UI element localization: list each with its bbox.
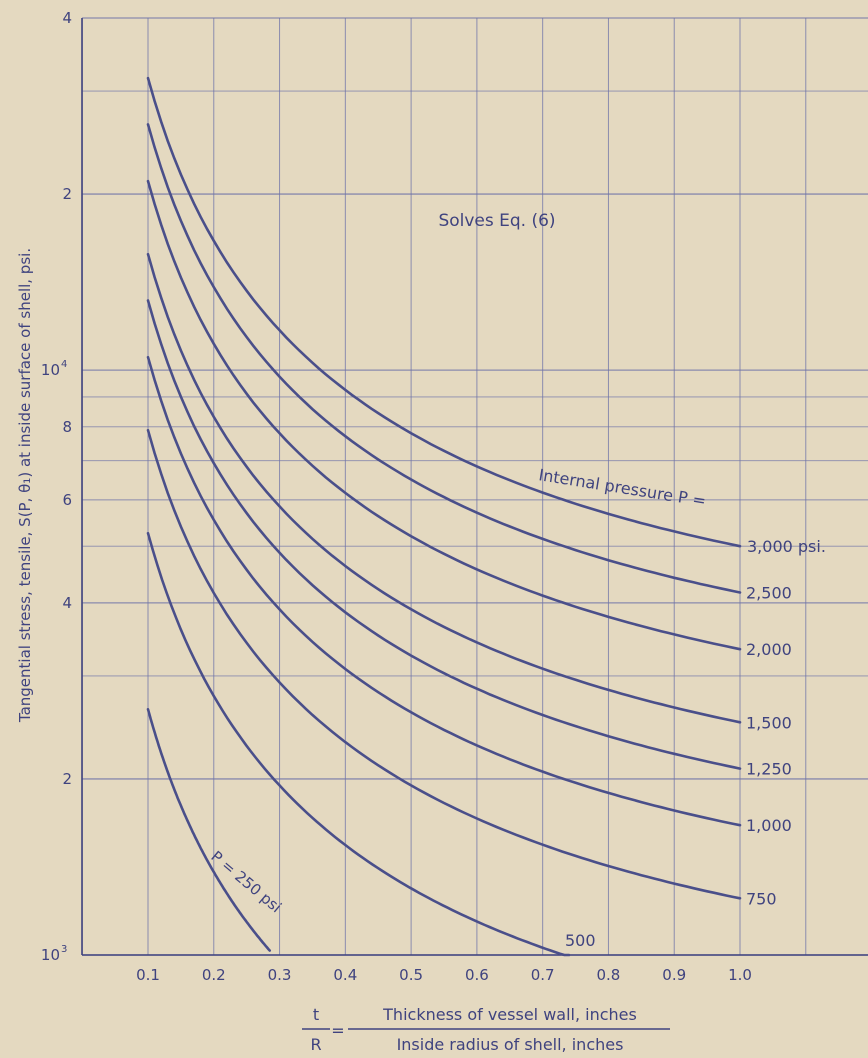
- series-line: [146, 428, 742, 900]
- annotation: Solves Eq. (6): [438, 211, 555, 231]
- series-label-prefix: Internal pressure P =: [537, 465, 707, 510]
- y-tick-label: 4: [62, 9, 72, 27]
- series-line: [146, 252, 742, 724]
- series-label: 1,000: [746, 816, 792, 835]
- x-tick-label: 0.4: [333, 966, 357, 984]
- x-label-numerator: Thickness of vessel wall, inches: [382, 1005, 637, 1024]
- x-tick-label: 0.9: [662, 966, 686, 984]
- series-label: 1,250: [746, 760, 792, 779]
- y-tick-label: 2: [62, 770, 72, 788]
- series-line: [146, 179, 742, 651]
- x-tick-label: 0.8: [597, 966, 621, 984]
- series-line: [146, 76, 742, 548]
- y-tick-label: 8: [62, 418, 72, 436]
- y-tick-exponent: 4: [61, 359, 67, 370]
- x-label-symbol-denominator: R: [310, 1035, 321, 1054]
- series-line: [146, 123, 742, 594]
- x-tick-label: 1.0: [728, 966, 752, 984]
- x-label-symbol-numerator: t: [313, 1005, 319, 1024]
- y-tick-label: 4: [62, 594, 72, 612]
- x-label-equals: =: [331, 1021, 344, 1040]
- series-label: 3,000 psi.: [747, 537, 826, 556]
- x-tick-label: 0.3: [268, 966, 292, 984]
- series-label: 500: [565, 931, 596, 950]
- labels: Solves Eq. (6) Tangential stress, tensil…: [16, 211, 670, 1054]
- y-tick-label: 10: [41, 361, 60, 379]
- grid: [81, 17, 868, 956]
- series-label: 750: [746, 889, 777, 908]
- y-tick-label: 10: [41, 946, 60, 964]
- series-line: [146, 531, 571, 957]
- series-label: 1,500: [746, 713, 792, 732]
- y-tick-label: 2: [62, 185, 72, 203]
- series-label: 2,500: [746, 584, 792, 603]
- x-tick-label: 0.6: [465, 966, 489, 984]
- series-line: [146, 355, 742, 827]
- y-axis-label: Tangential stress, tensile, S(P, θ₁) at …: [16, 248, 34, 723]
- series-line: [146, 299, 742, 770]
- y-tick-label: 6: [62, 491, 72, 509]
- x-tick-label: 0.2: [202, 966, 226, 984]
- x-tick-label: 0.1: [136, 966, 160, 984]
- x-label-denominator: Inside radius of shell, inches: [397, 1035, 624, 1054]
- y-tick-exponent: 3: [61, 944, 67, 955]
- x-tick-label: 0.7: [531, 966, 555, 984]
- series-group: Internal pressure P = 3,000 psi. 2,500 2,00…: [146, 76, 826, 957]
- x-tick-label: 0.5: [399, 966, 423, 984]
- series-line: [146, 708, 271, 952]
- series-label: 2,000: [746, 640, 792, 659]
